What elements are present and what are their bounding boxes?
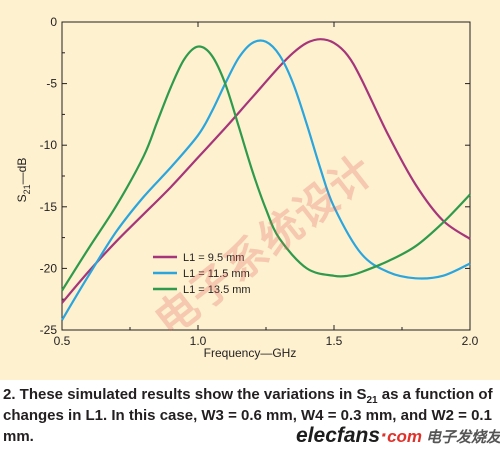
y-tick-label-1: -5: [46, 77, 57, 91]
x-axis-label: Frequency—GHz: [204, 346, 297, 360]
chart-panel: [0, 0, 500, 380]
elecfans-logo: elecfans·com 电子发烧友: [296, 424, 500, 448]
y-tick-label-2: -10: [40, 138, 58, 152]
y-tick-label-4: -20: [40, 261, 58, 275]
chart-axes: 0.5 1.0 1.5 2.0 0 -5 -10 -15 -20 -25: [40, 15, 479, 348]
x-tick-label-1: 1.0: [190, 334, 207, 348]
legend-label-0: L1 = 9.5 mm: [183, 252, 244, 264]
legend-label-2: L1 = 13.5 mm: [183, 284, 251, 296]
x-tick-label-3: 2.0: [462, 334, 479, 348]
series-line-1: [61, 39, 471, 321]
y-axis-label-main: S: [15, 194, 29, 202]
chart-series: [61, 38, 471, 321]
y-tick-label-5: -25: [40, 323, 58, 337]
y-axis-label-sub: 21: [22, 184, 32, 194]
line-chart: 0.5 1.0 1.5 2.00-5-10-15-20-25 L1 = 9.5 mmL…: [15, 15, 479, 360]
series-line-0: [61, 38, 471, 304]
legend-label-1: L1 = 11.5 mm: [183, 268, 250, 280]
logo-main: elecfans: [296, 424, 381, 447]
figure-caption: 2. These simulated results show the vari…: [3, 384, 497, 447]
logo-com: com: [387, 427, 423, 446]
x-tick-label-2: 1.5: [326, 334, 343, 348]
y-axis-label: S21—dB: [15, 158, 32, 203]
caption-part-2: as a function of changes in L1. In this …: [3, 386, 493, 445]
plot-frame: [61, 21, 471, 331]
caption-part-1: 2. These simulated results show the vari…: [3, 386, 367, 403]
y-tick-label-3: -15: [40, 200, 58, 214]
x-tick-label-0: 0.5: [54, 334, 71, 348]
chart-legend: L1 = 9.5 mm L1 = 11.5 mm L1 = 13.5 mm: [153, 252, 251, 296]
series-line-2: [61, 45, 471, 292]
y-tick-label-0: 0: [50, 15, 57, 29]
y-axis-label-tail: —dB: [15, 158, 29, 185]
svg-text:S21—dB: S21—dB: [15, 158, 32, 203]
logo-chinese: 电子发烧友: [426, 428, 500, 446]
logo-dot: ·: [380, 424, 388, 447]
caption-subscript: 21: [366, 395, 378, 406]
